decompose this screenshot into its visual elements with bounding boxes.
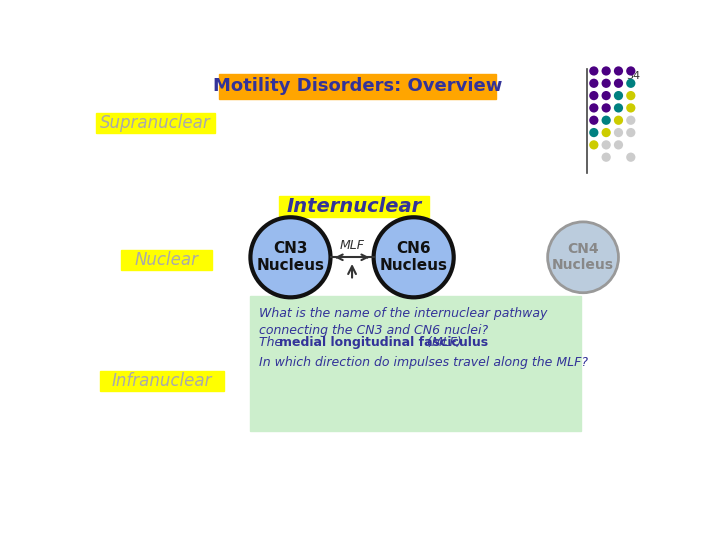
FancyBboxPatch shape [121, 249, 212, 269]
Circle shape [626, 103, 636, 112]
Circle shape [614, 128, 623, 137]
Circle shape [374, 217, 454, 298]
Text: medial longitudinal fasciculus: medial longitudinal fasciculus [279, 336, 488, 349]
Circle shape [601, 153, 611, 162]
Text: What is the name of the internuclear pathway
connecting the CN3 and CN6 nuclei?: What is the name of the internuclear pat… [259, 307, 547, 338]
Circle shape [589, 79, 598, 88]
Circle shape [601, 91, 611, 100]
Circle shape [614, 91, 623, 100]
Circle shape [589, 103, 598, 112]
Text: 34: 34 [626, 71, 640, 81]
Circle shape [589, 66, 598, 76]
Text: MLF: MLF [340, 239, 364, 252]
Text: The: The [259, 336, 286, 349]
Circle shape [626, 66, 636, 76]
Circle shape [614, 103, 623, 112]
FancyBboxPatch shape [99, 372, 224, 392]
Circle shape [601, 103, 611, 112]
Circle shape [601, 116, 611, 125]
Text: CN4
Nucleus: CN4 Nucleus [552, 242, 614, 272]
Text: Infranuclear: Infranuclear [112, 372, 212, 390]
FancyBboxPatch shape [219, 74, 496, 99]
Circle shape [626, 153, 636, 162]
Circle shape [589, 128, 598, 137]
Text: Nuclear: Nuclear [135, 251, 199, 268]
Circle shape [601, 66, 611, 76]
Circle shape [626, 128, 636, 137]
FancyBboxPatch shape [279, 195, 429, 217]
Circle shape [601, 128, 611, 137]
Circle shape [589, 91, 598, 100]
Circle shape [626, 91, 636, 100]
Circle shape [614, 140, 623, 150]
Text: In which direction do impulses travel along the MLF?: In which direction do impulses travel al… [259, 356, 588, 369]
FancyArrowPatch shape [348, 266, 356, 278]
Text: Supranuclear: Supranuclear [100, 113, 211, 132]
Text: Internuclear: Internuclear [287, 197, 422, 216]
Text: Motility Disorders: Overview: Motility Disorders: Overview [213, 77, 502, 96]
Circle shape [548, 222, 618, 293]
Circle shape [589, 116, 598, 125]
FancyBboxPatch shape [250, 296, 581, 430]
Circle shape [614, 116, 623, 125]
Circle shape [626, 79, 636, 88]
Circle shape [601, 79, 611, 88]
Text: (MLF): (MLF) [423, 336, 462, 349]
Text: CN3
Nucleus: CN3 Nucleus [256, 241, 325, 273]
Circle shape [589, 140, 598, 150]
FancyBboxPatch shape [96, 112, 215, 132]
Text: CN6
Nucleus: CN6 Nucleus [379, 241, 448, 273]
Circle shape [601, 140, 611, 150]
Circle shape [626, 116, 636, 125]
Circle shape [614, 66, 623, 76]
Circle shape [614, 79, 623, 88]
Circle shape [251, 217, 330, 298]
